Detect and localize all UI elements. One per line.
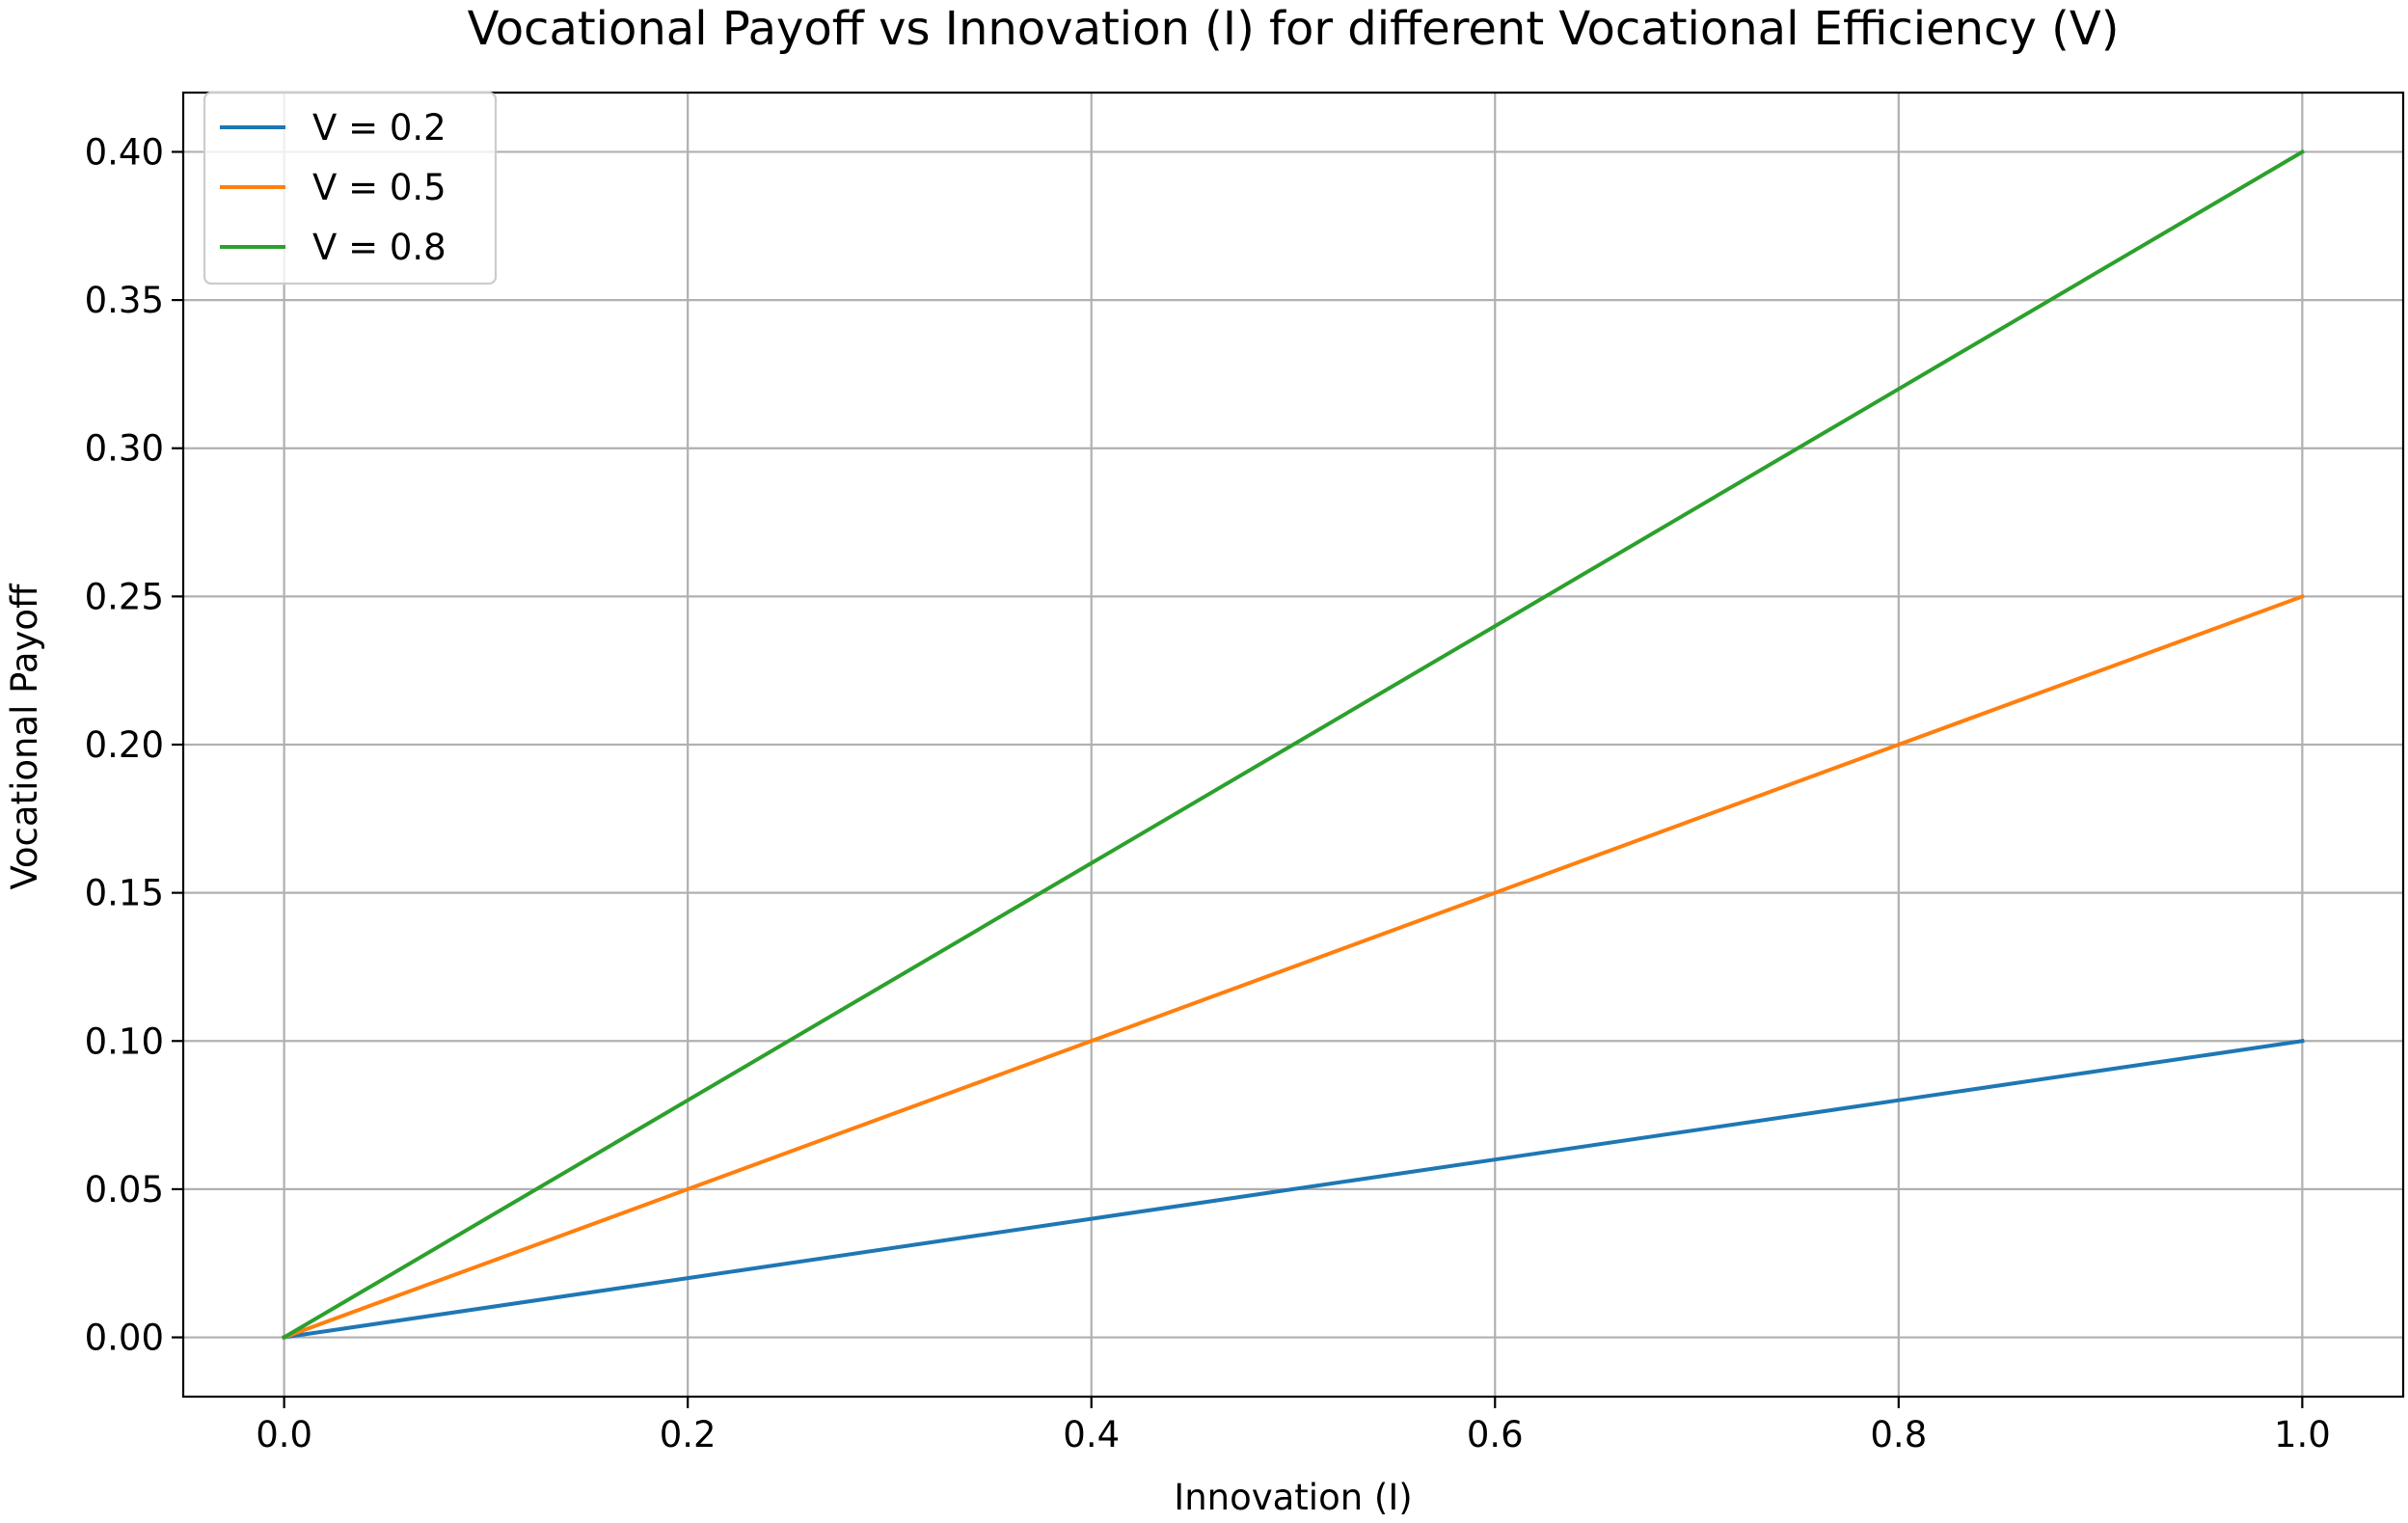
y-tick-label: 0.40 <box>85 131 164 173</box>
y-tick-label: 0.20 <box>85 724 164 766</box>
y-tick-label: 0.00 <box>85 1318 164 1359</box>
y-axis-label: Vocational Payoff <box>4 583 45 890</box>
y-tick-label: 0.15 <box>85 873 164 914</box>
x-tick-label: 1.0 <box>2274 1414 2331 1455</box>
x-axis-label: Innovation (I) <box>1174 1477 1412 1518</box>
x-tick-label: 0.0 <box>256 1414 312 1455</box>
chart-title: Vocational Payoff vs Innovation (I) for … <box>468 2 2120 56</box>
y-tick-label: 0.30 <box>85 428 164 470</box>
series-line-3 <box>281 149 2306 1341</box>
legend-label: V = 0.8 <box>312 227 446 268</box>
series-lines <box>281 149 2306 1341</box>
x-tick-label: 0.8 <box>1870 1414 1927 1455</box>
x-tick-label: 0.6 <box>1467 1414 1524 1455</box>
y-tick-label: 0.05 <box>85 1169 164 1210</box>
x-axis-ticks: 0.0 0.2 0.4 0.6 0.8 1.0 <box>256 1397 2331 1455</box>
x-tick-label: 0.4 <box>1063 1414 1120 1455</box>
legend-label: V = 0.2 <box>312 107 446 149</box>
series-line-1 <box>282 1039 2305 1340</box>
y-axis-ticks: 0.00 0.05 0.10 0.15 0.20 0.25 0.30 0.35 0.40 <box>85 131 183 1359</box>
legend: V = 0.2 V = 0.5 V = 0.8 <box>203 91 498 286</box>
y-tick-label: 0.25 <box>85 576 164 617</box>
legend-box <box>203 91 498 286</box>
series-line-2 <box>282 593 2305 1341</box>
y-tick-label: 0.35 <box>85 280 164 321</box>
x-tick-label: 0.2 <box>660 1414 717 1455</box>
y-tick-label: 0.10 <box>85 1020 164 1062</box>
legend-label: V = 0.5 <box>312 167 446 208</box>
